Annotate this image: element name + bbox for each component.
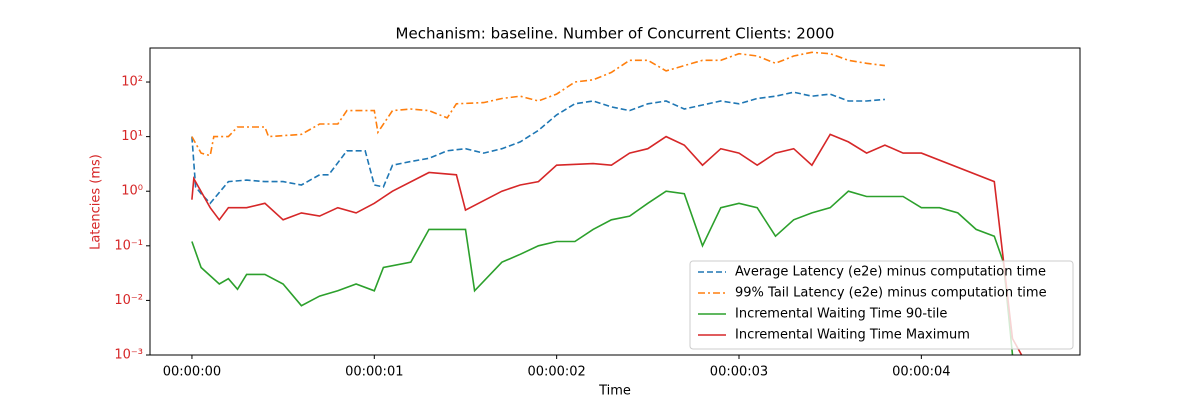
plot-frame	[149, 47, 1081, 356]
legend-label: Incremental Waiting Time 90-tile	[735, 307, 947, 322]
legend-label: Incremental Waiting Time Maximum	[735, 328, 970, 343]
y-tick-label: 10⁻¹	[114, 238, 143, 253]
chart-title: Mechanism: baseline. Number of Concurren…	[396, 25, 835, 43]
x-tick-label: 00:00:01	[345, 365, 403, 380]
x-axis-label: Time	[598, 384, 631, 399]
line-series	[191, 51, 885, 157]
y-tick-label: 10⁻²	[114, 293, 143, 308]
y-tick-label: 10⁰	[121, 184, 143, 199]
y-tick-label: 10²	[121, 75, 143, 90]
legend-label: Average Latency (e2e) minus computation …	[735, 265, 1046, 280]
x-tick-label: 00:00:00	[163, 365, 221, 380]
y-tick-label: 10⁻³	[114, 348, 143, 363]
legend-label: 99% Tail Latency (e2e) minus computation…	[735, 286, 1047, 301]
line-series	[191, 190, 1014, 355]
y-tick-label: 10¹	[121, 129, 143, 144]
plot-lines	[191, 51, 1023, 355]
x-tick-label: 00:00:02	[527, 365, 585, 380]
x-tick-label: 00:00:03	[710, 365, 768, 380]
line-series	[191, 91, 885, 205]
y-axis-label: Latencies (ms)	[89, 154, 104, 250]
x-tick-label: 00:00:04	[892, 365, 950, 380]
legend-box	[689, 260, 1074, 350]
line-series	[191, 133, 1023, 355]
